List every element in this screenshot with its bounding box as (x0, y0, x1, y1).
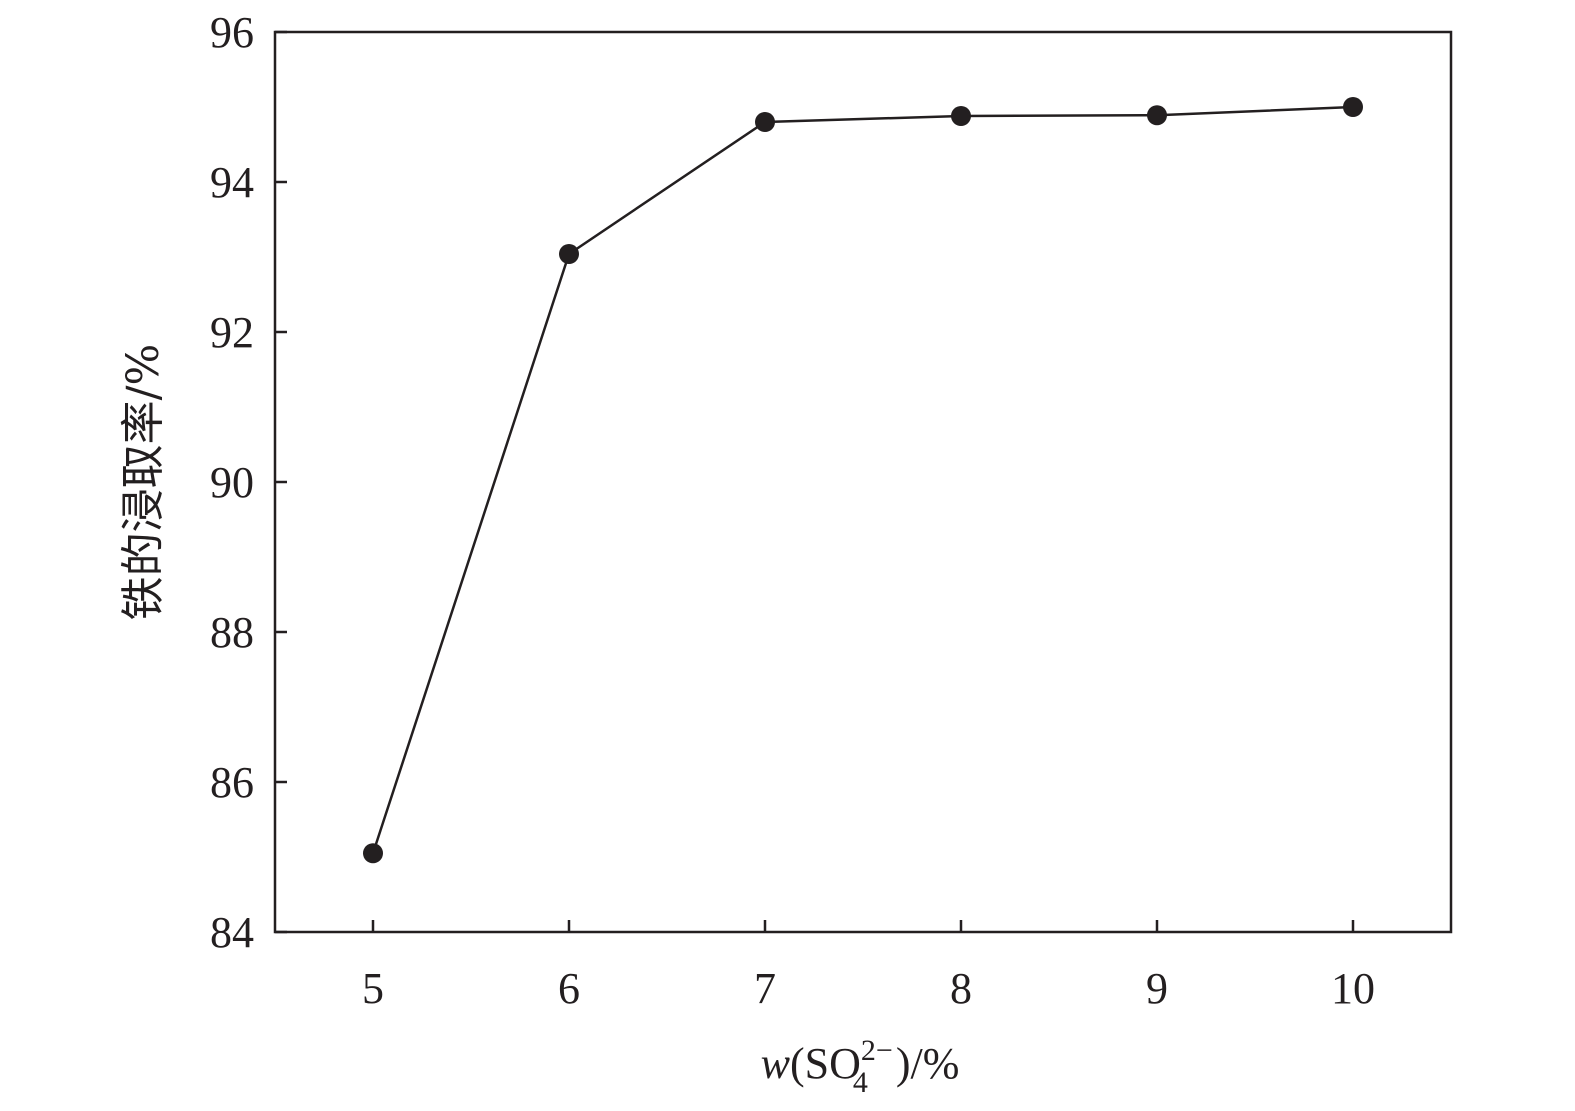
y-axis-label: 铁的浸取率/% (118, 344, 169, 621)
y-tick-label: 84 (210, 908, 254, 957)
x-tick-label: 8 (950, 964, 972, 1013)
y-tick-label: 88 (210, 608, 254, 657)
x-tick-label: 5 (362, 964, 384, 1013)
x-axis-label: w(SO2− 4)/% (761, 1034, 960, 1099)
data-point (363, 843, 383, 864)
data-point (755, 112, 775, 132)
x-tick-label: 10 (1331, 964, 1375, 1013)
x-tick-label: 6 (558, 964, 580, 1013)
y-tick-label: 94 (210, 158, 254, 207)
data-point (951, 106, 971, 126)
x-tick-label: 7 (754, 964, 776, 1013)
y-tick-label: 96 (210, 8, 254, 57)
data-point (559, 244, 579, 264)
x-tick-label: 9 (1146, 964, 1168, 1013)
data-point (1343, 97, 1363, 117)
plot-frame (273, 30, 1453, 934)
y-tick-label: 92 (210, 308, 254, 357)
series-line (371, 105, 1354, 854)
y-tick-label: 90 (210, 458, 254, 507)
data-point (1147, 105, 1167, 126)
y-tick-label: 86 (210, 758, 254, 807)
